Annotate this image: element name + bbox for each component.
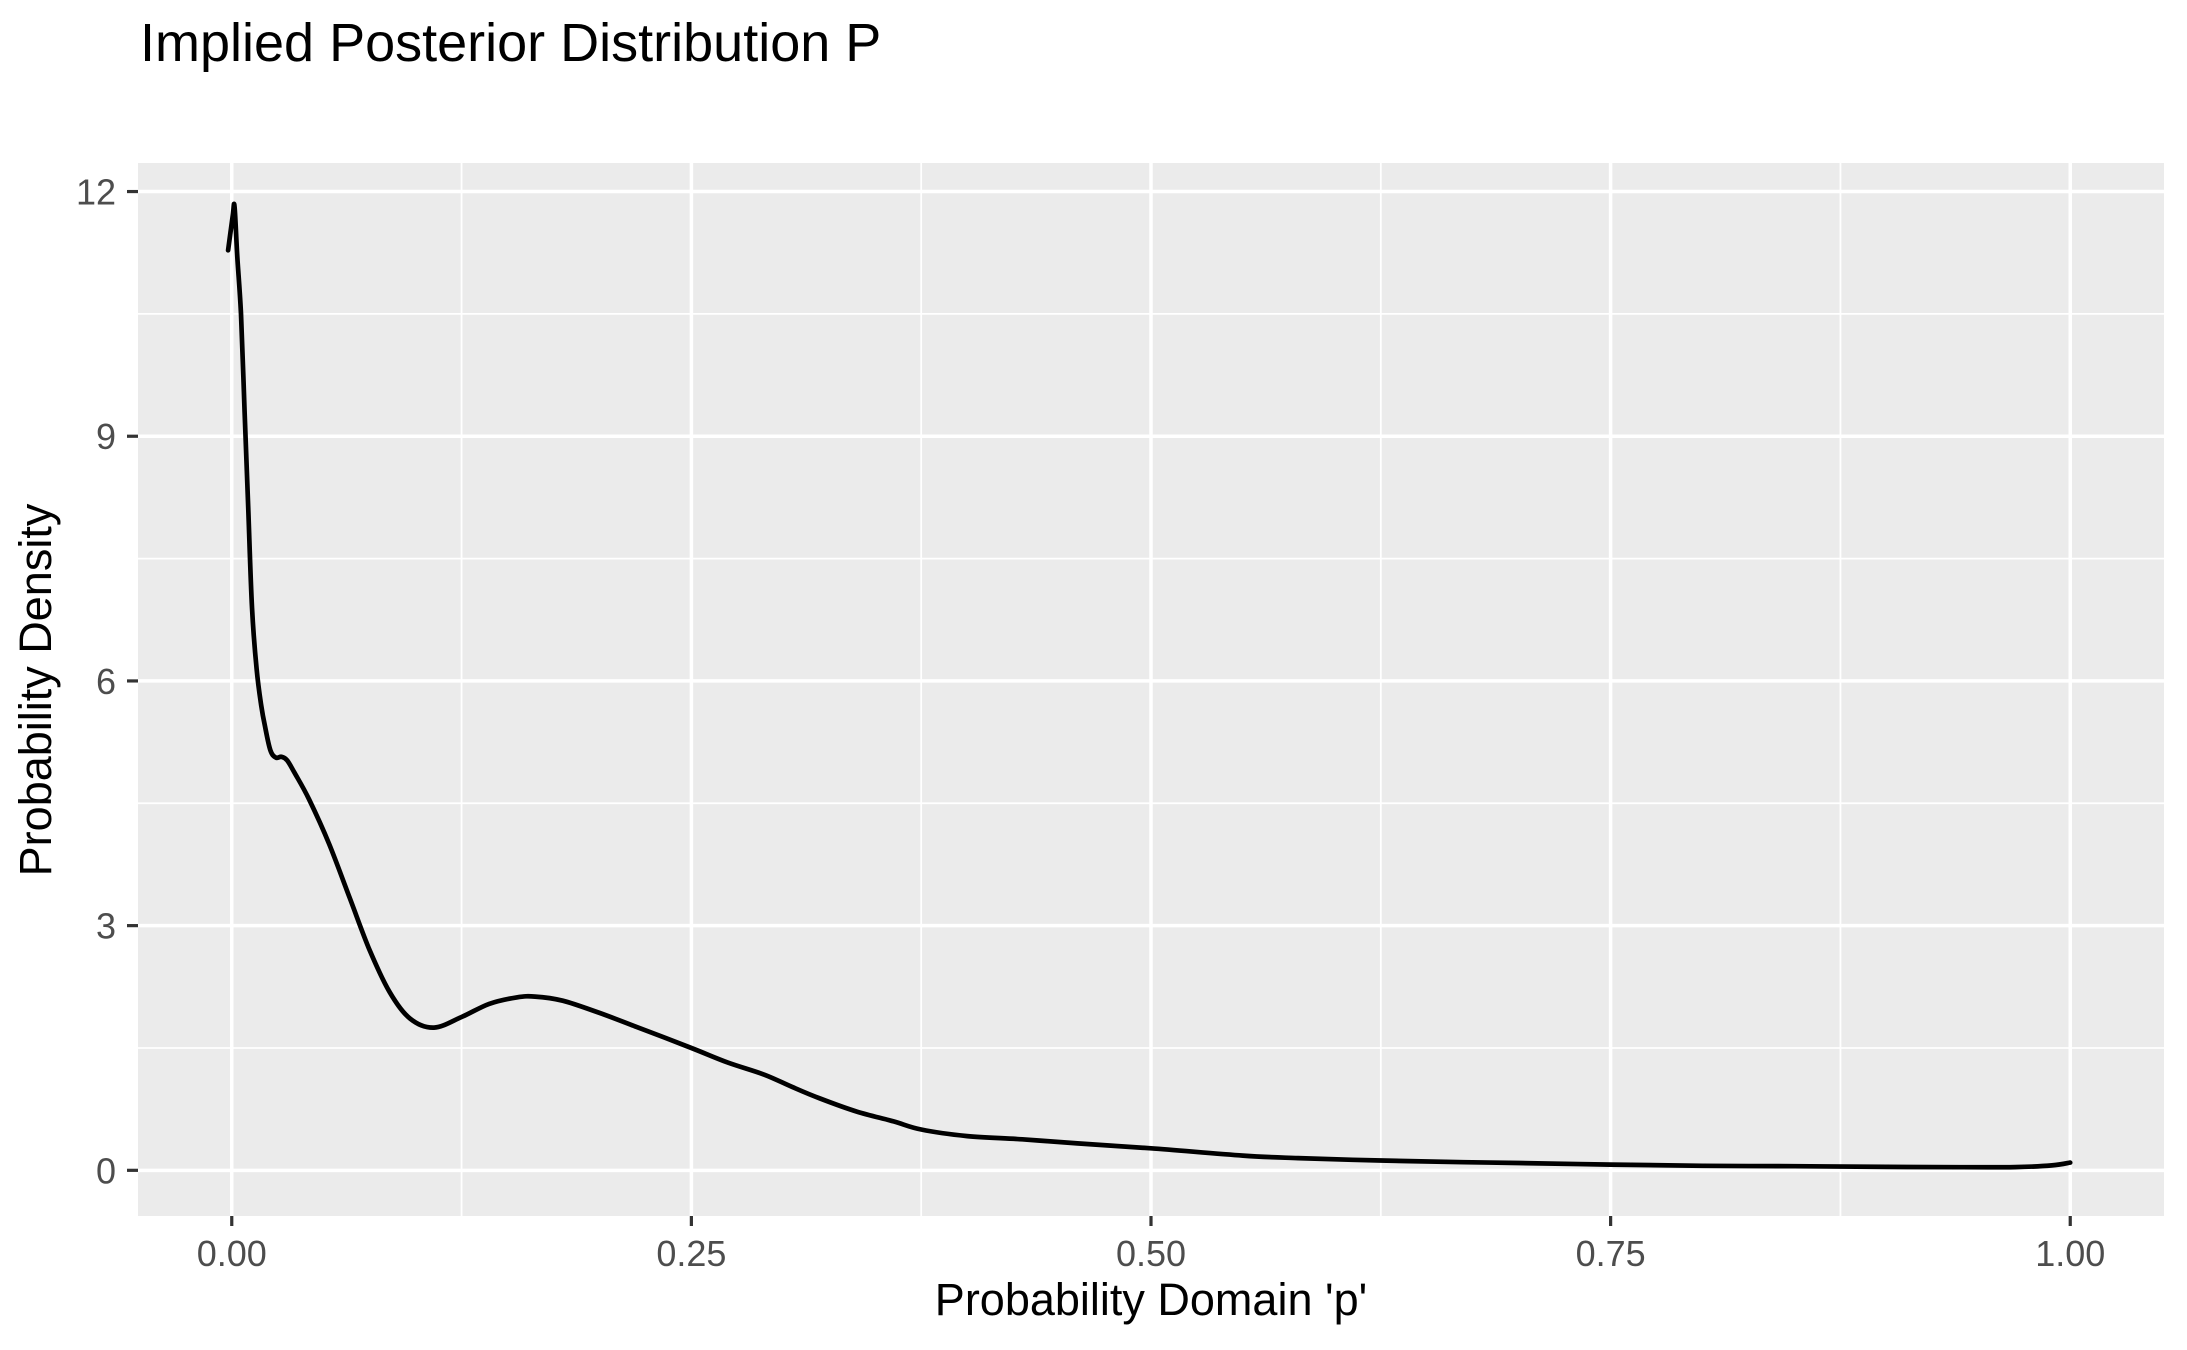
chart-title: Implied Posterior Distribution P	[140, 13, 882, 73]
density-curve	[225, 201, 2073, 1170]
x-tick-label: 1.00	[2035, 1233, 2105, 1274]
y-tick-label: 0	[96, 1150, 116, 1191]
x-tick-label: 0.25	[656, 1233, 726, 1274]
y-tick-label: 9	[96, 416, 116, 457]
y-tick-label: 3	[96, 906, 116, 947]
x-tick-label: 0.50	[1116, 1233, 1186, 1274]
y-tick-label: 6	[96, 661, 116, 702]
y-axis-title: Probability Density	[10, 503, 61, 877]
x-axis-title: Probability Domain 'p'	[934, 1274, 1368, 1325]
x-tick-label: 0.75	[1576, 1233, 1646, 1274]
x-tick-label: 0.00	[197, 1233, 267, 1274]
y-tick-label: 12	[76, 172, 116, 213]
